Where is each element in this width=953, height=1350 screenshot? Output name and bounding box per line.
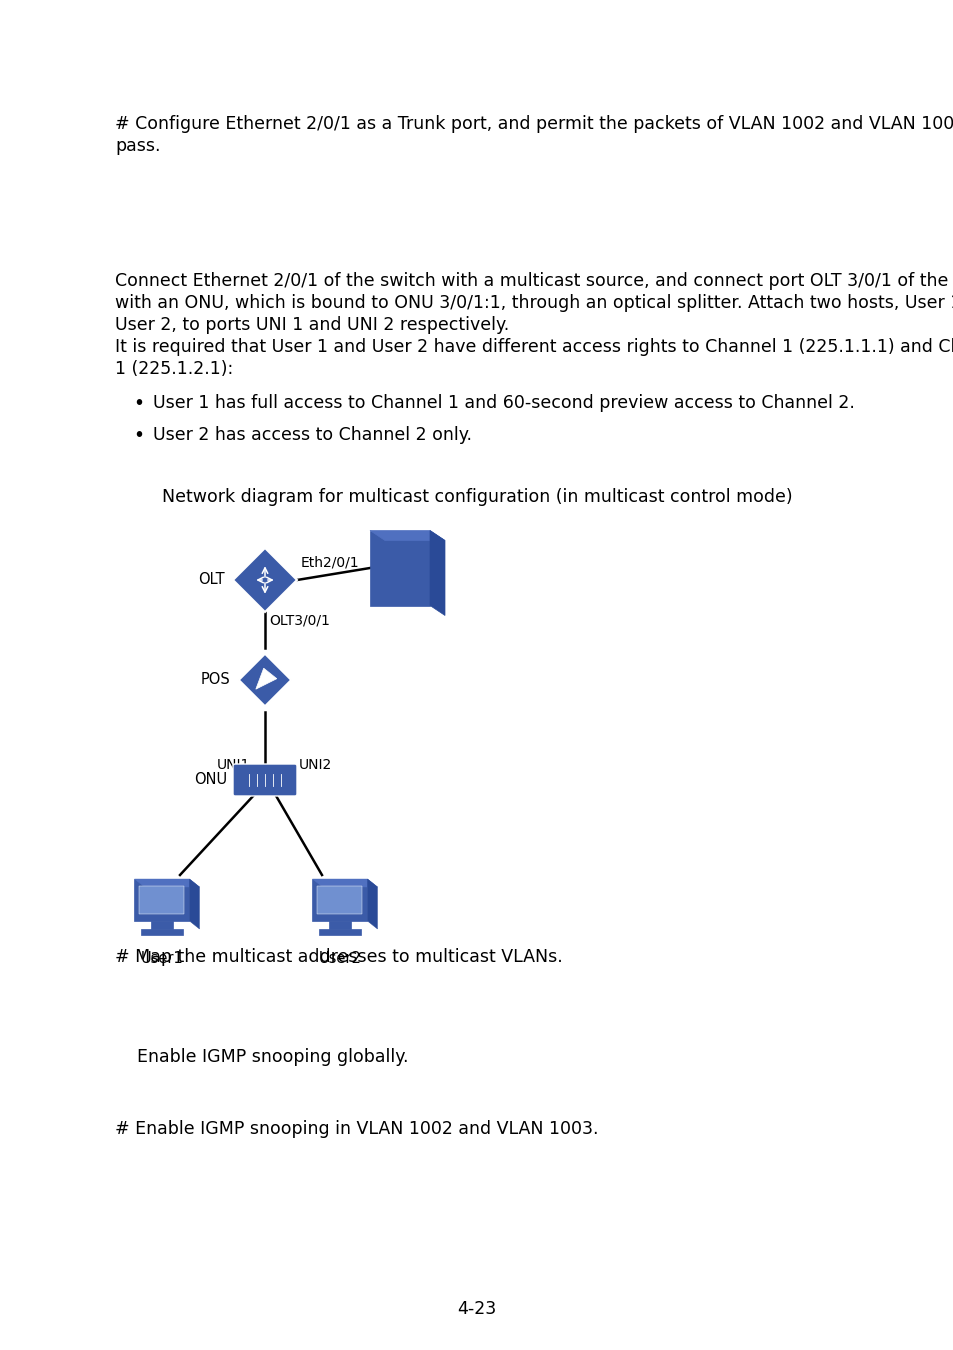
Text: POS: POS xyxy=(201,672,231,687)
Text: •: • xyxy=(132,427,144,446)
Text: OLT3/0/1: OLT3/0/1 xyxy=(269,614,330,628)
Text: User 2, to ports UNI 1 and UNI 2 respectively.: User 2, to ports UNI 1 and UNI 2 respect… xyxy=(115,316,509,333)
Text: # Map the multicast addresses to multicast VLANs.: # Map the multicast addresses to multica… xyxy=(115,948,562,967)
Text: User1: User1 xyxy=(140,950,183,967)
Text: User 2 has access to Channel 2 only.: User 2 has access to Channel 2 only. xyxy=(152,427,472,444)
Polygon shape xyxy=(430,531,444,616)
FancyBboxPatch shape xyxy=(317,886,362,914)
Polygon shape xyxy=(190,879,199,929)
Text: UNI2: UNI2 xyxy=(298,757,332,772)
Polygon shape xyxy=(367,879,377,929)
Text: User 1 has full access to Channel 1 and 60-second preview access to Channel 2.: User 1 has full access to Channel 1 and … xyxy=(152,394,854,412)
FancyBboxPatch shape xyxy=(318,929,360,936)
FancyBboxPatch shape xyxy=(329,921,351,929)
Text: 4-23: 4-23 xyxy=(456,1300,497,1318)
FancyBboxPatch shape xyxy=(313,879,367,921)
Text: Network diagram for multicast configuration (in multicast control mode): Network diagram for multicast configurat… xyxy=(161,487,792,506)
Polygon shape xyxy=(370,531,444,540)
Polygon shape xyxy=(134,879,199,887)
Text: ONU: ONU xyxy=(193,772,227,787)
Text: OLT: OLT xyxy=(198,572,225,587)
Text: •: • xyxy=(132,394,144,413)
FancyBboxPatch shape xyxy=(134,879,190,921)
FancyBboxPatch shape xyxy=(139,886,184,914)
FancyBboxPatch shape xyxy=(141,929,183,936)
FancyBboxPatch shape xyxy=(233,764,296,796)
Text: pass.: pass. xyxy=(115,136,160,155)
FancyBboxPatch shape xyxy=(151,921,172,929)
Text: # Enable IGMP snooping in VLAN 1002 and VLAN 1003.: # Enable IGMP snooping in VLAN 1002 and … xyxy=(115,1120,598,1138)
Text: Enable IGMP snooping globally.: Enable IGMP snooping globally. xyxy=(137,1048,408,1067)
Text: User2: User2 xyxy=(318,950,361,967)
Text: with an ONU, which is bound to ONU 3/0/1:1, through an optical splitter. Attach : with an ONU, which is bound to ONU 3/0/1… xyxy=(115,294,953,312)
Polygon shape xyxy=(313,879,377,887)
Polygon shape xyxy=(238,653,291,706)
Polygon shape xyxy=(233,548,296,612)
Text: # Configure Ethernet 2/0/1 as a Trunk port, and permit the packets of VLAN 1002 : # Configure Ethernet 2/0/1 as a Trunk po… xyxy=(115,115,953,134)
FancyBboxPatch shape xyxy=(370,531,430,606)
Text: Eth2/0/1: Eth2/0/1 xyxy=(301,556,359,570)
Polygon shape xyxy=(255,668,276,690)
Text: Connect Ethernet 2/0/1 of the switch with a multicast source, and connect port O: Connect Ethernet 2/0/1 of the switch wit… xyxy=(115,271,953,290)
Text: UNI1: UNI1 xyxy=(216,757,250,772)
Text: 1 (225.1.2.1):: 1 (225.1.2.1): xyxy=(115,360,233,378)
Text: It is required that User 1 and User 2 have different access rights to Channel 1 : It is required that User 1 and User 2 ha… xyxy=(115,338,953,356)
